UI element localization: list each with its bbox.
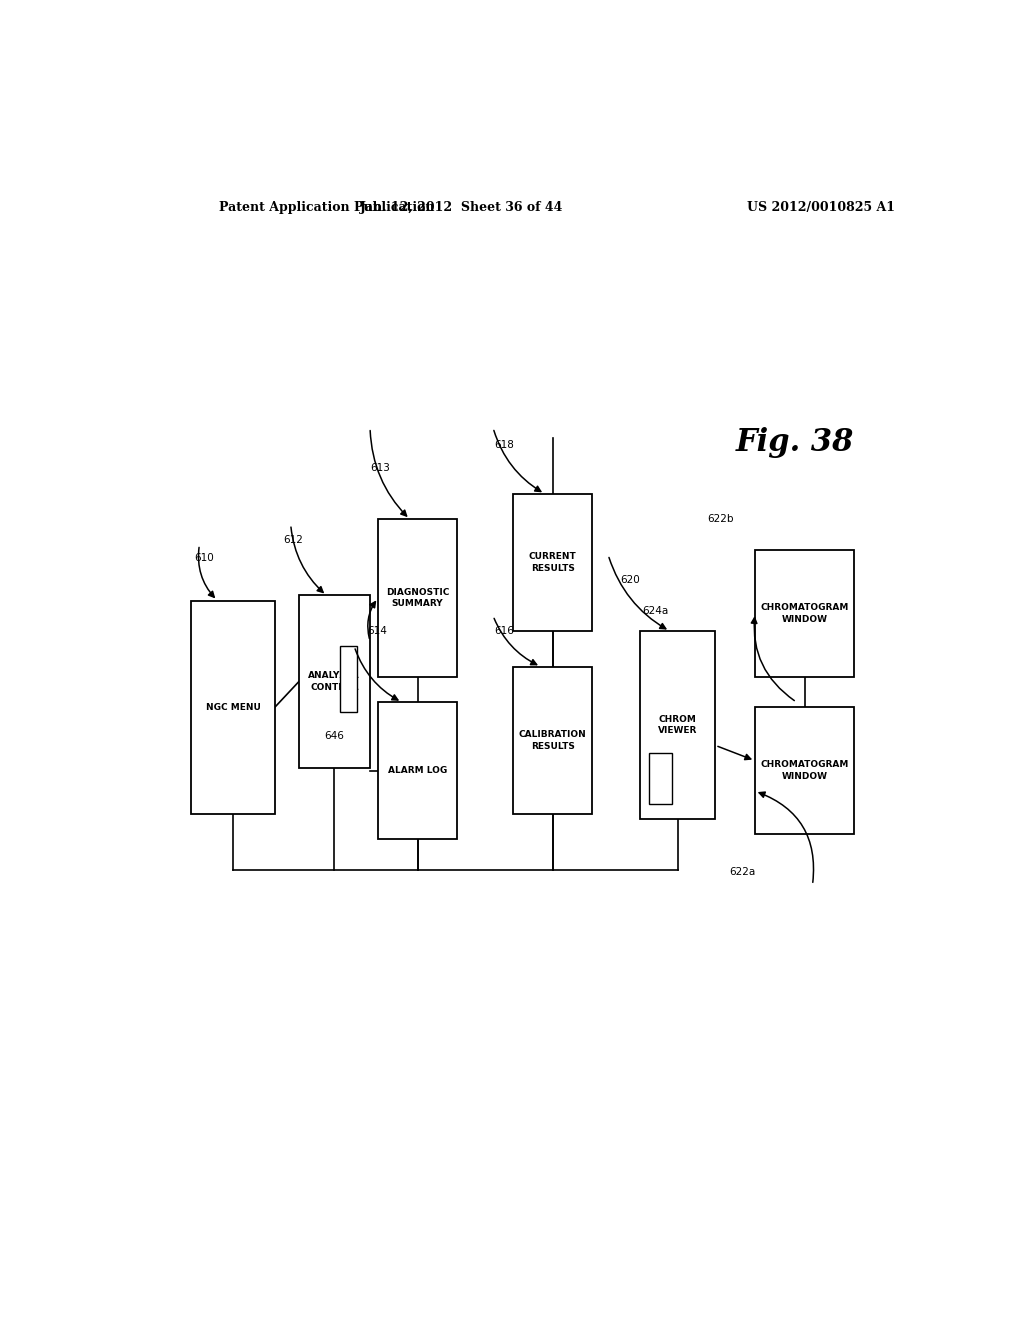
Text: 614: 614 — [368, 626, 387, 636]
Text: ANALYZER
CONTROL: ANALYZER CONTROL — [308, 672, 360, 692]
Text: DIAGNOSTIC
SUMMARY: DIAGNOSTIC SUMMARY — [386, 587, 450, 609]
Text: CURRENT
RESULTS: CURRENT RESULTS — [528, 552, 577, 573]
Text: CALIBRATION
RESULTS: CALIBRATION RESULTS — [519, 730, 587, 751]
Text: 616: 616 — [495, 626, 514, 636]
Bar — [755, 708, 854, 834]
Bar — [513, 667, 592, 814]
Text: 646: 646 — [324, 731, 344, 741]
Text: 620: 620 — [620, 576, 640, 585]
Text: 622a: 622a — [729, 867, 755, 876]
Text: CHROM
VIEWER: CHROM VIEWER — [657, 714, 697, 735]
Text: 613: 613 — [370, 463, 390, 474]
Text: 622b: 622b — [708, 515, 734, 524]
Text: Jan. 12, 2012  Sheet 36 of 44: Jan. 12, 2012 Sheet 36 of 44 — [359, 201, 563, 214]
Text: ALARM LOG: ALARM LOG — [388, 767, 447, 775]
Bar — [378, 519, 458, 677]
Text: 624a: 624a — [642, 606, 669, 615]
Bar — [378, 702, 458, 840]
Text: Fig. 38: Fig. 38 — [735, 428, 854, 458]
Text: US 2012/0010825 A1: US 2012/0010825 A1 — [748, 201, 895, 214]
Text: 618: 618 — [495, 440, 514, 450]
Bar — [513, 494, 592, 631]
Text: 610: 610 — [194, 553, 214, 562]
Text: NGC MENU: NGC MENU — [206, 702, 260, 711]
Bar — [299, 595, 370, 768]
Text: CHROMATOGRAM
WINDOW: CHROMATOGRAM WINDOW — [761, 760, 849, 781]
Text: 612: 612 — [283, 535, 303, 545]
Bar — [755, 549, 854, 677]
Bar — [340, 647, 357, 713]
Text: Patent Application Publication: Patent Application Publication — [219, 201, 435, 214]
Text: CHROMATOGRAM
WINDOW: CHROMATOGRAM WINDOW — [761, 603, 849, 623]
Bar — [191, 601, 274, 814]
Bar — [640, 631, 715, 818]
Bar — [649, 752, 672, 804]
